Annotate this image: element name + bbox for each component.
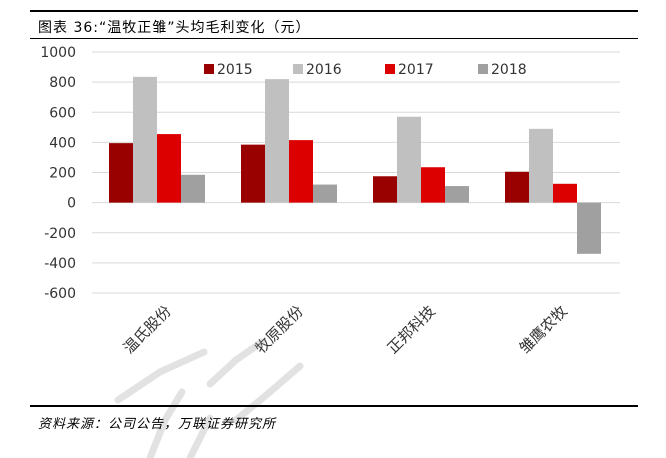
bar-2018-2	[313, 184, 337, 203]
bar-2015-1	[109, 143, 133, 203]
y-tick-label: -600	[44, 286, 76, 302]
legend: 2015 2016 2017 2018	[204, 62, 527, 78]
bar-2018-1	[181, 174, 205, 203]
legend-label: 2016	[306, 62, 342, 78]
legend-swatch-2018	[478, 64, 488, 74]
y-tick-label: -200	[44, 226, 76, 242]
bar-2016-1	[133, 76, 157, 203]
bar-2018-4	[577, 202, 601, 254]
bar-2017-4	[553, 183, 577, 203]
bar-2018-3	[445, 186, 469, 203]
legend-swatch-2015	[204, 64, 214, 74]
y-tick-label: 800	[49, 75, 76, 91]
bar-2015-3	[373, 176, 397, 203]
bar-2017-2	[289, 140, 313, 203]
y-tick-label: 1000	[40, 45, 76, 61]
source-note: 资料来源：公司公告，万联证券研究所	[38, 417, 277, 432]
x-tick-label: 温氏股份	[120, 302, 175, 357]
legend-swatch-2017	[385, 64, 395, 74]
y-tick-label: -400	[44, 256, 76, 272]
bottom-rule	[30, 405, 638, 407]
bar-2015-2	[241, 144, 265, 203]
title-rule	[30, 38, 638, 39]
y-tick-label: 200	[49, 166, 76, 182]
bar-2016-3	[397, 116, 421, 203]
legend-label: 2017	[398, 62, 434, 78]
bar-2016-2	[265, 79, 289, 203]
bar-2015-4	[505, 171, 529, 203]
bars	[109, 76, 601, 254]
legend-label: 2018	[491, 62, 527, 78]
x-tick-label: 雏鹰农牧	[516, 302, 571, 357]
y-tick-label: 400	[49, 135, 76, 151]
legend-label: 2015	[217, 62, 253, 78]
figure-title: 图表 36:“温牧正雏”头均毛利变化（元）	[38, 20, 311, 36]
y-tick-label: 0	[67, 196, 76, 212]
legend-swatch-2016	[293, 64, 303, 74]
y-axis-labels: 1000 800 600 400 200 0 -200 -400 -600	[40, 45, 76, 302]
bar-2017-3	[421, 167, 445, 203]
x-tick-label: 正邦科技	[384, 302, 439, 357]
bar-2016-4	[529, 128, 553, 203]
top-rule	[30, 10, 638, 12]
bar-2017-1	[157, 134, 181, 203]
x-tick-label: 牧原股份	[252, 302, 307, 357]
y-tick-label: 600	[49, 105, 76, 121]
x-axis-labels: 温氏股份 牧原股份 正邦科技 雏鹰农牧	[120, 302, 571, 357]
